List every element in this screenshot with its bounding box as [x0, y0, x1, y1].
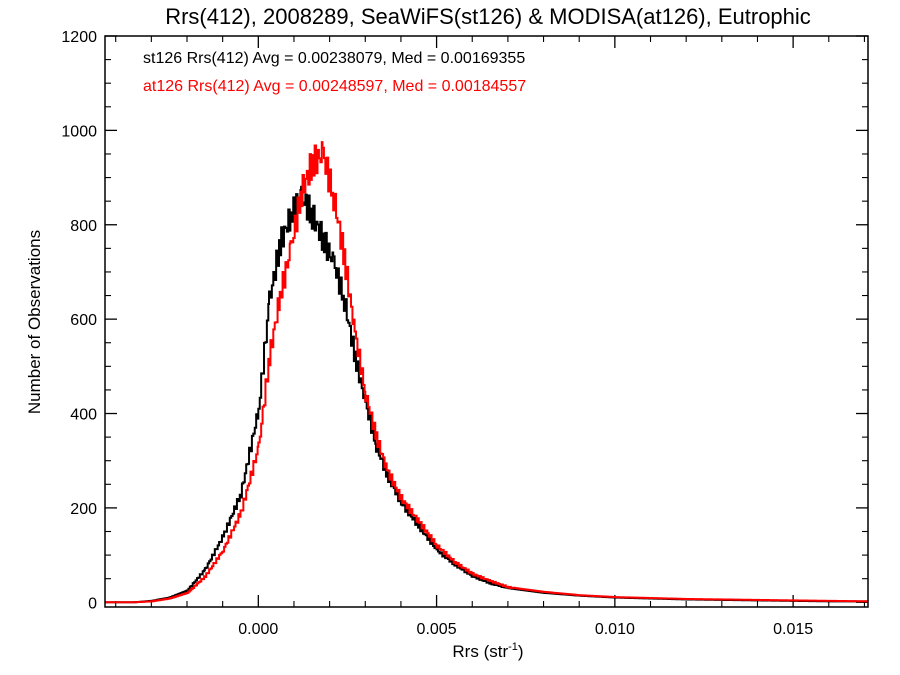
- legend-entry-at126: at126 Rrs(412) Avg = 0.00248597, Med = 0…: [143, 78, 526, 95]
- x-axis-label-close: ): [518, 642, 524, 661]
- y-tick-label: 200: [70, 501, 97, 518]
- y-tick-label: 1200: [61, 29, 97, 46]
- x-tick-label: 0.010: [595, 621, 635, 638]
- y-tick-label: 1000: [61, 123, 97, 140]
- y-axis-label: Number of Observations: [25, 230, 44, 414]
- series-line-at126: [105, 141, 869, 604]
- x-tick-label: 0.005: [417, 621, 457, 638]
- y-tick-label: 600: [70, 312, 97, 329]
- x-axis-label: Rrs (str-1): [452, 641, 523, 661]
- y-tick-label: 0: [88, 595, 97, 612]
- x-tick-label: 0.000: [238, 621, 278, 638]
- x-axis-label-superscript: -1: [508, 641, 518, 653]
- legend-entry-st126: st126 Rrs(412) Avg = 0.00238079, Med = 0…: [143, 50, 525, 67]
- plot-frame: [104, 35, 869, 608]
- series-line-st126: [105, 185, 868, 604]
- y-tick-label: 400: [70, 407, 97, 424]
- chart-title: Rrs(412), 2008289, SeaWiFS(st126) & MODI…: [165, 4, 811, 29]
- y-tick-label: 800: [70, 218, 97, 235]
- x-tick-label: 0.015: [773, 621, 813, 638]
